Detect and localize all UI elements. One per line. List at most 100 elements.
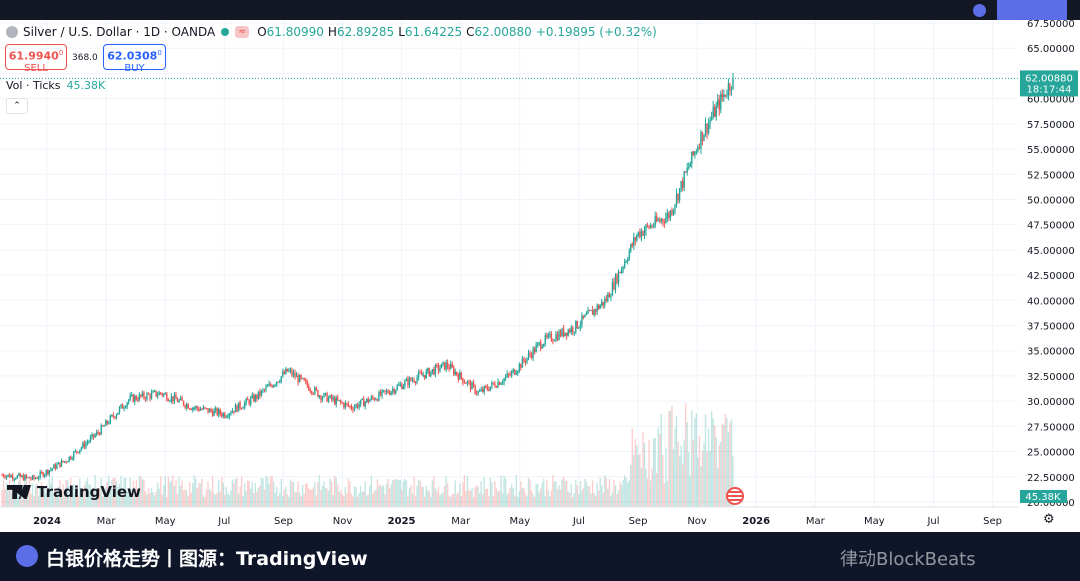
volume-bar	[501, 493, 504, 507]
status-dot-icon	[973, 4, 986, 17]
volume-label[interactable]: Vol · Ticks	[6, 79, 61, 92]
candle-body	[533, 348, 536, 353]
volume-bar	[109, 490, 112, 507]
candle-body	[370, 396, 373, 400]
time-axis-label: Nov	[333, 516, 353, 527]
candle-body	[367, 398, 369, 403]
volume-bar	[176, 494, 179, 507]
candle-body	[672, 209, 675, 215]
volume-bar	[54, 489, 57, 507]
candle-body	[453, 367, 455, 375]
candle-body	[398, 384, 400, 386]
volume-bar	[353, 486, 356, 507]
volume-bar	[47, 495, 49, 507]
candle-body	[152, 391, 154, 393]
candle-body	[645, 224, 647, 231]
candle-body	[308, 385, 310, 391]
candle-body	[179, 397, 182, 400]
tradingview-logo[interactable]: TradingView	[7, 483, 141, 501]
volume-bar	[646, 478, 649, 507]
volume-bar	[31, 483, 34, 507]
candle-body	[688, 166, 690, 168]
symbol-legend: Silver / U.S. Dollar · 1D · OANDA ≈ O 61…	[6, 24, 661, 40]
volume-bar	[651, 468, 653, 507]
buy-price-small: 0	[157, 49, 162, 57]
candle-body	[549, 333, 551, 335]
price-axis-label: 55.00000	[1027, 145, 1075, 156]
candle-body	[74, 450, 76, 452]
volume-bar	[431, 480, 434, 507]
price-axis-label: 37.50000	[1027, 322, 1075, 333]
candle-body	[373, 398, 376, 401]
volume-bar	[323, 481, 325, 507]
candle-body	[315, 387, 318, 391]
volume-bar	[247, 480, 249, 507]
indicator-icon[interactable]: ≈	[235, 26, 250, 38]
candle-body	[245, 398, 247, 403]
candle-body	[262, 389, 264, 391]
candle-body	[158, 392, 160, 396]
volume-bar	[532, 493, 534, 507]
volume-bar	[607, 488, 609, 507]
collapse-legend-button[interactable]: ⌃	[6, 98, 28, 114]
candle-body	[39, 472, 41, 478]
volume-bar	[604, 475, 606, 507]
volume-bar	[636, 445, 638, 507]
candle-body	[654, 216, 656, 226]
volume-bar	[565, 480, 568, 507]
candle-body	[414, 381, 417, 383]
candle-body	[60, 460, 63, 467]
volume-bar	[526, 496, 528, 507]
volume-bar	[504, 478, 507, 507]
candle-body	[189, 408, 191, 410]
candle-body	[628, 251, 630, 260]
volume-bar	[124, 478, 127, 507]
candle-body	[195, 406, 197, 408]
volume-bar	[491, 482, 493, 507]
candle-body	[352, 408, 354, 411]
buy-price: 62.0308	[107, 49, 158, 63]
candle-body	[86, 442, 89, 444]
candle-body	[282, 371, 284, 377]
volume-bar	[610, 495, 612, 507]
candle-body	[552, 340, 554, 342]
candle-body	[253, 395, 255, 402]
volume-bar	[40, 482, 43, 507]
volume-bar	[335, 477, 337, 507]
symbol-title[interactable]: Silver / U.S. Dollar · 1D · OANDA	[23, 25, 216, 39]
candle-body	[631, 244, 633, 246]
buy-button[interactable]: 62.03080 BUY	[103, 44, 166, 74]
time-axis-label: Mar	[806, 516, 826, 527]
volume-bar	[665, 448, 667, 507]
candle-body	[732, 78, 734, 90]
volume-tag	[1020, 490, 1067, 503]
candle-body	[724, 94, 727, 97]
candle-body	[417, 372, 420, 378]
volume-bar	[234, 478, 237, 507]
volume-bar	[559, 489, 562, 507]
candle-body	[507, 373, 510, 375]
volume-bar	[337, 484, 339, 507]
volume-bar	[573, 492, 575, 507]
volume-bar	[521, 487, 524, 507]
candle-body	[515, 373, 517, 375]
candle-body	[587, 310, 589, 314]
gear-icon[interactable]: ⚙	[1043, 512, 1055, 527]
sell-price-small: 0	[58, 49, 64, 57]
volume-bar	[626, 482, 629, 507]
volume-bar	[21, 486, 23, 507]
volume-bar	[1, 490, 3, 507]
volume-bar	[405, 480, 408, 507]
volume-bar	[414, 495, 417, 507]
volume-bar	[372, 493, 374, 507]
price-chart[interactable]: 20.00000 22.50000 25.00000 27.50000 30.00000…	[0, 0, 1080, 531]
candle-body	[520, 364, 522, 368]
us-flag-icon[interactable]	[726, 487, 744, 505]
sell-button[interactable]: 61.99400 SELL	[5, 44, 67, 74]
volume-bar	[668, 411, 670, 507]
candle-body	[655, 216, 658, 222]
candle-body	[471, 382, 473, 390]
volume-bar	[552, 475, 554, 507]
volume-bar	[182, 490, 185, 507]
candle-body	[233, 410, 235, 413]
